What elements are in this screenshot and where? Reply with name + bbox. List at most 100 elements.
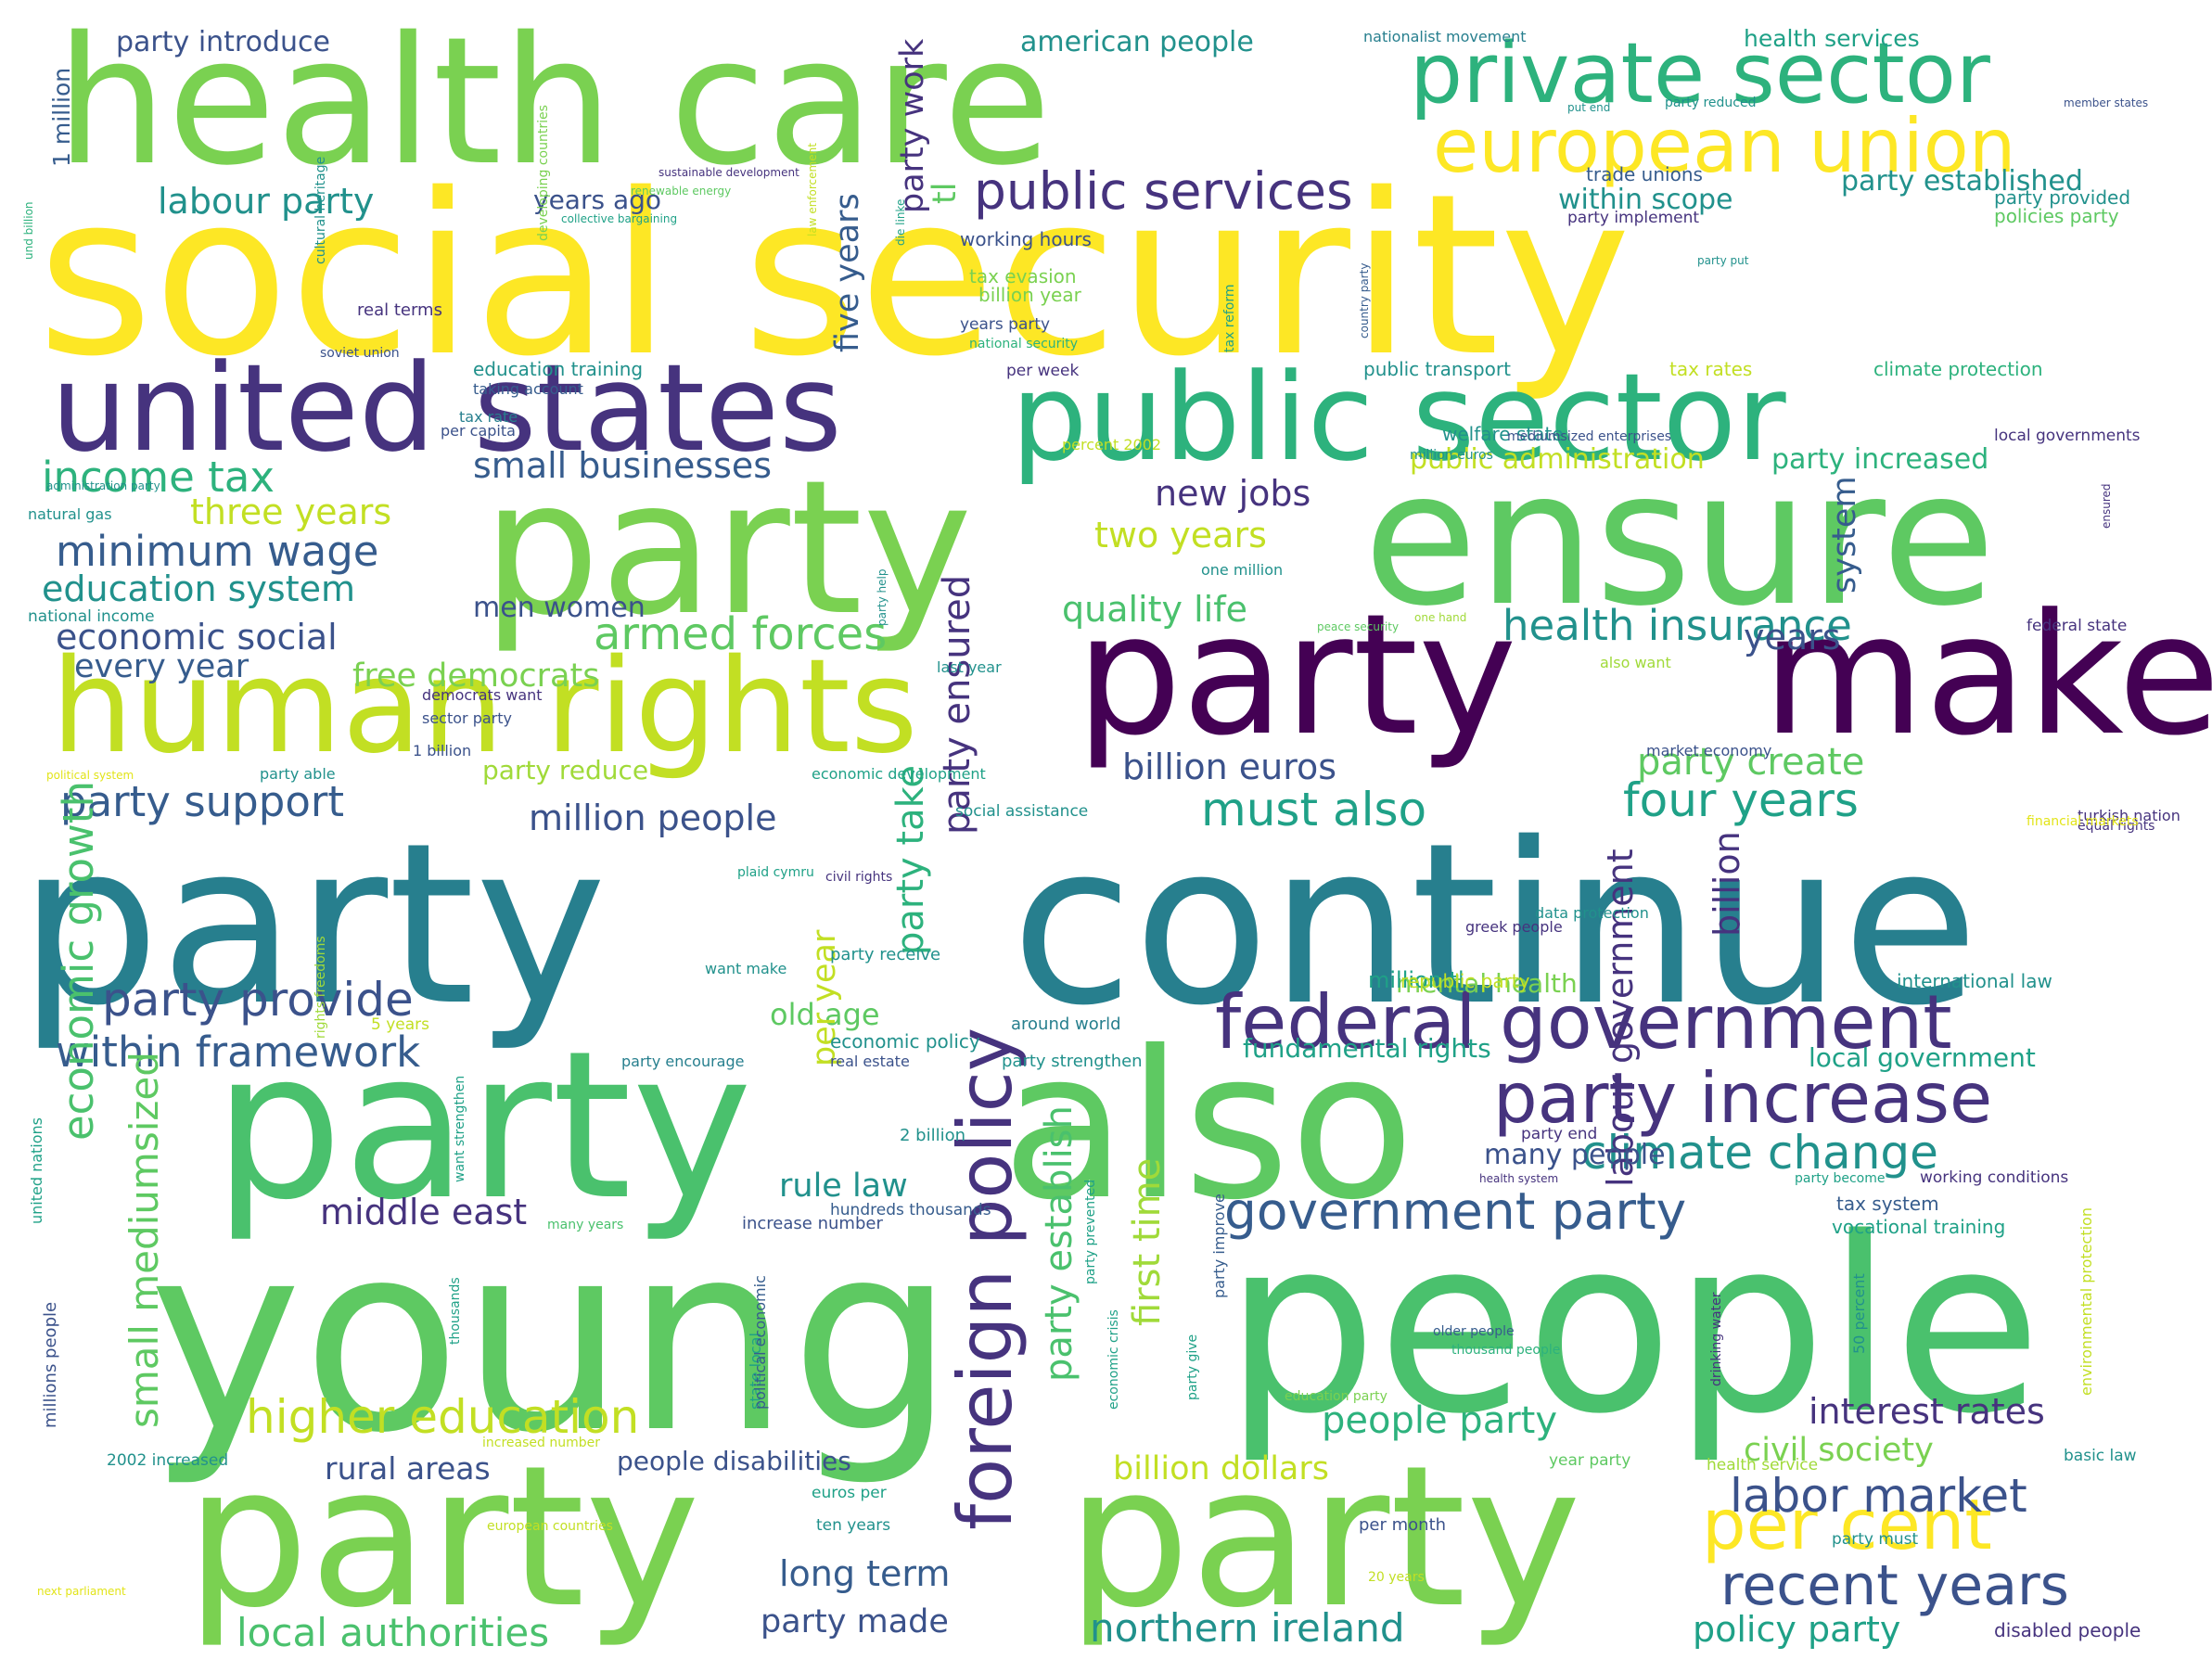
word-rural-areas-64: rural areas xyxy=(325,1450,491,1487)
word-small-mediumsized-57: small mediumsized xyxy=(121,1052,167,1428)
word-foreign-policy-24: foreign policy xyxy=(942,1027,1029,1530)
word-disabled-people-89: disabled people xyxy=(1994,1619,2141,1641)
word-united-states-4: united states xyxy=(51,338,842,479)
word-peace-security-123: peace security xyxy=(1317,620,1399,633)
word-income-tax-22: income tax xyxy=(42,453,275,502)
word-want-strengthen-170: want strengthen xyxy=(453,1076,467,1182)
word-civil-society-67: civil society xyxy=(1744,1432,1934,1469)
word-party-introduce-50: party introduce xyxy=(116,26,330,58)
word-millions-people-173: millions people xyxy=(41,1302,60,1428)
word-collective-bargaining-195: collective bargaining xyxy=(561,212,677,225)
word-next-parliament-163: next parliament xyxy=(37,1585,126,1598)
word-party-reduced-204: party reduced xyxy=(1665,96,1756,110)
word-higher-education-28: higher education xyxy=(246,1390,639,1444)
word-party-receive-134: party receive xyxy=(830,945,940,964)
word-tl-208: tl xyxy=(927,183,964,204)
word-years-ago-53: years ago xyxy=(533,185,661,215)
word-party-provided-95: party provided xyxy=(1994,186,2130,209)
word-quality-life-41: quality life xyxy=(1062,589,1247,630)
word-party-prevented-182: party prevented xyxy=(1083,1180,1098,1284)
word-small-businesses-31: small businesses xyxy=(473,445,772,486)
word-civil-rights-169: civil rights xyxy=(825,870,892,885)
word-political-system-116: political system xyxy=(46,769,134,782)
word-party-17: party xyxy=(185,1423,700,1651)
word-continue-11: continue xyxy=(1011,795,1979,1054)
word-party-must-160: party must xyxy=(1832,1530,1919,1549)
word-private-sector-2: private sector xyxy=(1410,25,1990,122)
word-1-million-201: 1 million xyxy=(48,68,75,167)
word-last-year-122: last year xyxy=(937,658,1002,676)
word-working-conditions-146: working conditions xyxy=(1920,1168,2068,1187)
word-thousands-174: thousands xyxy=(448,1277,463,1345)
word-tax-rate-110: tax rate xyxy=(459,408,518,426)
word-local-governments-98: local governments xyxy=(1994,427,2141,445)
word-economic-social-34: economic social xyxy=(56,617,338,657)
word-four-years-46: four years xyxy=(1623,773,1859,827)
word-natural-gas-112: natural gas xyxy=(28,505,112,523)
word-minimum-wage-23: minimum wage xyxy=(56,527,379,576)
word-member-states-205: member states xyxy=(2064,96,2148,109)
word-million-people-44: million people xyxy=(529,798,776,838)
word-party-establish-72: party establish xyxy=(1038,1105,1080,1382)
word-fundamental-rights-86: fundamental rights xyxy=(1243,1033,1491,1064)
word-50-percent-179: 50 percent xyxy=(1850,1273,1868,1354)
word-party-12: party xyxy=(19,795,607,1054)
word-party-become-145: party become xyxy=(1795,1171,1885,1186)
word-billion-dollars-70: billion dollars xyxy=(1113,1450,1329,1487)
word-thousand-people-152: thousand people xyxy=(1451,1343,1560,1358)
word-billion-81: billion xyxy=(1707,831,1747,937)
word-democrats-want-119: democrats want xyxy=(422,686,543,704)
word-increase-number-147: increase number xyxy=(742,1214,883,1233)
word-education-training-108: education training xyxy=(473,358,643,380)
word-tax-rates-99: tax rates xyxy=(1669,358,1752,380)
word-united-nations-172: united nations xyxy=(28,1117,45,1224)
word-hundreds-thousands-149: hundreds thousands xyxy=(830,1201,991,1219)
word-public-transport-101: public transport xyxy=(1363,358,1511,380)
word-mediumsized-enterprises-189: mediumsized enterprises xyxy=(1507,429,1671,444)
word-labour-party-52: labour party xyxy=(158,181,374,222)
word-billion-year-104: billion year xyxy=(978,284,1082,306)
word-party-implement-94: party implement xyxy=(1567,209,1699,227)
word-party-strengthen-138: party strengthen xyxy=(1002,1052,1143,1071)
word-per-capita-111: per capita xyxy=(441,422,516,440)
word-financial-markets-130: financial markets xyxy=(2027,814,2139,829)
word-long-term-60: long term xyxy=(779,1553,950,1594)
word-cultural-heritage-193: cultural heritage xyxy=(313,157,328,264)
word-new-jobs-39: new jobs xyxy=(1155,473,1311,514)
word-market-economy-127: market economy xyxy=(1646,742,1771,759)
word-first-time-71: first time xyxy=(1126,1158,1169,1326)
word-drinking-water-178: drinking water xyxy=(1709,1292,1724,1386)
word-human-rights-10: human rights xyxy=(51,632,918,783)
word-health-service-154: health service xyxy=(1707,1456,1818,1474)
word-ensure-7: ensure xyxy=(1363,431,1996,647)
word-social-security-1: social security xyxy=(37,146,1631,405)
word-sustainable-development-198: sustainable development xyxy=(658,166,799,179)
word-welfare-state-100: welfare state xyxy=(1442,423,1564,445)
word-party-create-47: party create xyxy=(1637,741,1864,784)
word-per-cent-25: per cent xyxy=(1702,1484,1992,1565)
word-renewable-energy-196: renewable energy xyxy=(631,185,731,198)
word-european-countries-162: european countries xyxy=(487,1519,613,1534)
word-american-people-51: american people xyxy=(1020,26,1254,58)
word-year-party-155: year party xyxy=(1549,1451,1630,1470)
word-economic-policy-139: economic policy xyxy=(830,1030,980,1053)
word-party-end-143: party end xyxy=(1521,1125,1597,1143)
word-health-insurance-49: health insurance xyxy=(1502,601,1852,650)
word-also-want-126: also want xyxy=(1600,654,1671,671)
word-health-system-144: health system xyxy=(1479,1172,1558,1185)
word-also-14: also xyxy=(1002,1007,1414,1244)
word-tax-reform-183: tax reform xyxy=(1222,284,1237,352)
word-local-authorities-63: local authorities xyxy=(237,1610,549,1655)
word-party-support-36: party support xyxy=(60,777,344,826)
word-law-enforcement-197: law enforcement xyxy=(806,143,819,236)
word-party-provide-37: party provide xyxy=(102,973,414,1027)
word-2002-increased-165: 2002 increased xyxy=(107,1451,228,1470)
word-real-terms-107: real terms xyxy=(357,300,442,320)
word-party-18: party xyxy=(1067,1423,1581,1651)
word-euros-per-157: euros per xyxy=(812,1484,887,1502)
word-party-13: party xyxy=(213,1007,752,1244)
word-put-end-203: put end xyxy=(1567,101,1610,114)
word-older-people-151: older people xyxy=(1433,1324,1515,1339)
word-party-help-191: party help xyxy=(876,569,889,626)
